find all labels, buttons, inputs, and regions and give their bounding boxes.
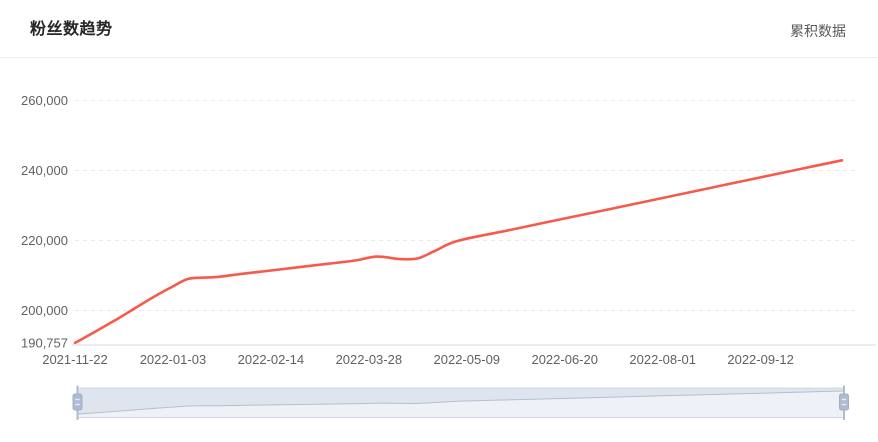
datazoom-shadow-area <box>78 391 844 417</box>
x-axis-label: 2022-03-28 <box>336 352 403 367</box>
x-axis-label: 2021-11-22 <box>42 352 108 367</box>
y-axis-label: 200,000 <box>21 303 68 318</box>
legend-cumulative-data[interactable]: 累积数据 <box>790 23 846 39</box>
y-axis-label: 190,757 <box>21 335 68 350</box>
x-axis-label: 2022-05-09 <box>434 352 501 367</box>
datazoom-right-handle[interactable] <box>839 385 849 421</box>
datazoom-left-handle[interactable] <box>72 385 83 421</box>
header-divider <box>0 57 878 58</box>
y-axis-label: 260,000 <box>21 93 68 108</box>
x-axis-label: 2022-01-03 <box>140 352 207 367</box>
page-title: 粉丝数趋势 <box>30 21 113 38</box>
x-axis-label: 2022-08-01 <box>629 352 696 367</box>
y-axis-label: 220,000 <box>21 233 68 248</box>
x-axis-label: 2022-02-14 <box>238 352 305 367</box>
x-axis-label: 2022-06-20 <box>531 352 598 367</box>
trend-line <box>73 159 844 345</box>
x-axis-label: 2022-09-12 <box>727 352 794 367</box>
datazoom-shadow-line <box>77 390 845 415</box>
y-axis-label: 240,000 <box>21 163 68 178</box>
datazoom-slider[interactable] <box>72 385 849 421</box>
